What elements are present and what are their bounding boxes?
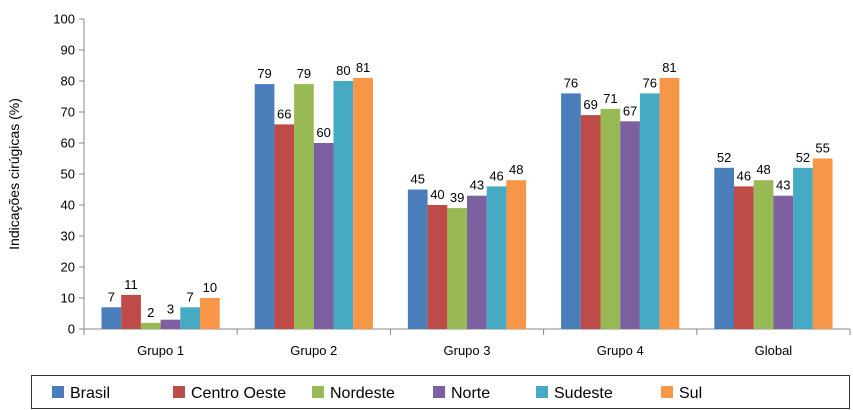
y-axis-title: Indicações cirúgicas (%) (6, 98, 22, 250)
category-labels: Grupo 1 Grupo 2 Grupo 3 Grupo 4 Global (137, 343, 792, 358)
category-label: Grupo 3 (444, 343, 491, 358)
data-label: 55 (815, 141, 829, 156)
data-label: 81 (356, 60, 370, 75)
legend-swatch (536, 386, 548, 398)
legend: Brasil Centro Oeste Nordeste Norte Sudeste Su… (31, 375, 850, 409)
data-label: 76 (564, 75, 578, 90)
bar-sudeste (180, 307, 200, 329)
data-label: 7 (108, 289, 115, 304)
y-tick-label: 50 (61, 167, 75, 182)
y-axis-title-group: Indicações cirúgicas (%) (6, 98, 22, 250)
bar-sudeste (793, 167, 813, 329)
bar-sul (812, 158, 833, 329)
legend-swatch (52, 386, 64, 398)
legend-swatch (312, 386, 324, 398)
data-label: 48 (509, 162, 523, 177)
y-tick-label: 20 (61, 260, 75, 275)
bar-brasil (101, 307, 122, 329)
bar-centro-oeste (274, 124, 295, 330)
data-label: 39 (450, 190, 464, 205)
data-label: 46 (737, 168, 751, 183)
bar-norte (773, 195, 794, 329)
data-label: 7 (187, 289, 194, 304)
data-label: 40 (430, 187, 444, 202)
data-label: 10 (203, 280, 217, 295)
category-label: Global (755, 343, 793, 358)
bar-centro-oeste (121, 294, 141, 329)
data-label: 52 (796, 150, 810, 165)
data-label: 80 (336, 63, 350, 78)
bar-norte (313, 143, 334, 329)
bar-sul (353, 77, 373, 330)
bar-norte (160, 319, 181, 329)
y-tick-label: 90 (61, 43, 75, 58)
y-tick-label: 10 (61, 291, 75, 306)
data-label: 76 (643, 75, 657, 90)
data-label: 48 (756, 162, 770, 177)
legend-label: Sul (679, 385, 702, 402)
bar-sudeste (639, 93, 660, 330)
category-label: Grupo 2 (290, 343, 337, 358)
legend-label: Nordeste (330, 385, 395, 402)
y-tick-label: 70 (61, 105, 75, 120)
data-label: 71 (603, 91, 617, 106)
data-label: 66 (277, 106, 291, 121)
bar-norte (467, 195, 487, 329)
legend-box (31, 375, 850, 409)
bar-centro-oeste (734, 186, 754, 329)
y-ticks: 0 10 20 30 40 50 60 70 80 90 100 (53, 12, 84, 337)
legend-swatch (433, 386, 445, 398)
bar-centro-oeste (427, 205, 448, 329)
y-tick-label: 60 (61, 136, 75, 151)
category-label: Grupo 4 (597, 343, 644, 358)
bar-nordeste (140, 322, 161, 329)
data-label: 79 (297, 66, 311, 81)
data-label: 43 (470, 178, 484, 193)
data-label: 69 (583, 97, 597, 112)
bar-nordeste (447, 208, 467, 329)
bar-sul (506, 180, 527, 329)
data-label: 2 (147, 305, 154, 320)
bars (101, 77, 833, 330)
bar-brasil (714, 167, 734, 329)
data-label: 52 (717, 150, 731, 165)
data-label: 45 (411, 172, 425, 187)
bar-nordeste (753, 180, 774, 329)
bar-centro-oeste (580, 115, 601, 329)
data-label: 60 (316, 125, 330, 140)
bar-sul (659, 77, 680, 330)
y-tick-label: 100 (53, 12, 75, 27)
data-label: 79 (257, 66, 271, 81)
legend-swatch (661, 386, 673, 398)
y-tick-label: 30 (61, 229, 75, 244)
data-label: 46 (489, 168, 503, 183)
legend-label: Norte (451, 385, 490, 402)
bar-nordeste (600, 108, 621, 330)
y-tick-label: 80 (61, 74, 75, 89)
bar-sudeste (486, 186, 507, 329)
data-label: 11 (124, 277, 138, 292)
bar-brasil (561, 93, 581, 330)
legend-label: Centro Oeste (191, 385, 286, 402)
data-label: 67 (623, 103, 637, 118)
bar-norte (620, 121, 640, 329)
bar-brasil (407, 189, 428, 329)
y-tick-label: 40 (61, 198, 75, 213)
y-tick-label: 0 (68, 322, 75, 337)
legend-swatch (173, 386, 185, 398)
bar-sudeste (333, 81, 354, 329)
data-label: 43 (776, 178, 790, 193)
legend-label: Sudeste (554, 385, 613, 402)
bar-sul (200, 298, 220, 329)
bar-brasil (254, 84, 275, 329)
data-label: 81 (662, 60, 676, 75)
data-label: 3 (167, 302, 174, 317)
bar-nordeste (294, 84, 314, 329)
legend-label: Brasil (70, 385, 110, 402)
category-label: Grupo 1 (137, 343, 184, 358)
